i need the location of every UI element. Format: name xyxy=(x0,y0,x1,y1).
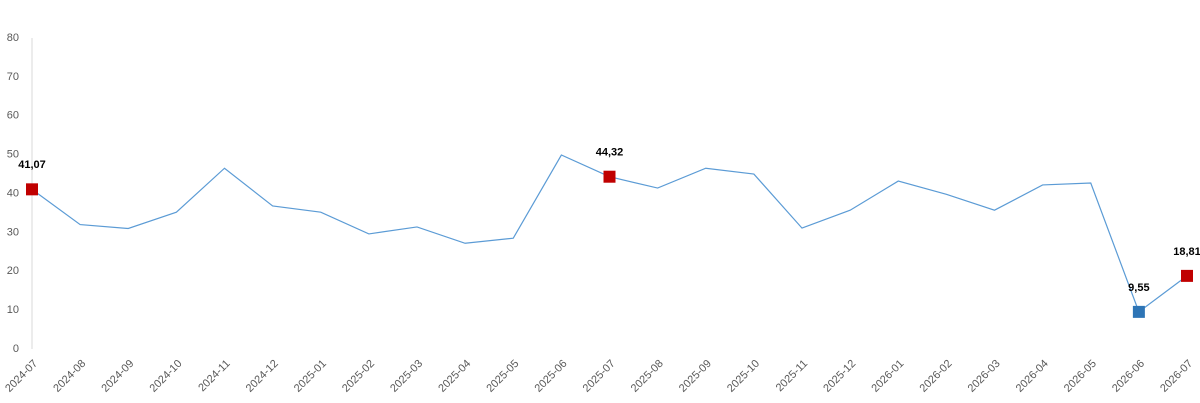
y-tick-label: 30 xyxy=(7,226,19,238)
x-tick-label: 2025-06 xyxy=(533,358,570,395)
x-tick-label: 2025-05 xyxy=(484,358,521,395)
x-tick-label: 2025-01 xyxy=(292,358,329,395)
y-tick-label: 70 xyxy=(7,71,19,83)
x-tick-label: 2024-09 xyxy=(99,358,136,395)
value-label: 44,32 xyxy=(596,147,624,159)
x-tick-label: 2026-02 xyxy=(918,358,955,395)
x-tick-label: 2025-07 xyxy=(581,358,618,395)
x-tick-label: 2026-07 xyxy=(1158,358,1195,395)
x-tick-label: 2024-11 xyxy=(196,358,232,394)
x-tick-label: 2026-04 xyxy=(1014,358,1051,395)
value-label: 18,81 xyxy=(1173,246,1200,258)
value-label: 41,07 xyxy=(18,159,46,171)
y-tick-label: 0 xyxy=(13,343,19,355)
y-tick-label: 10 xyxy=(7,304,19,316)
x-tick-label: 2025-09 xyxy=(677,358,714,395)
x-tick-label: 2025-12 xyxy=(821,358,858,395)
x-tick-label: 2025-08 xyxy=(629,358,666,395)
x-tick-label: 2025-10 xyxy=(725,358,762,395)
y-tick-label: 50 xyxy=(7,149,19,161)
x-tick-label: 2024-12 xyxy=(244,358,281,395)
x-tick-label: 2025-02 xyxy=(340,358,377,395)
value-label: 9,55 xyxy=(1128,282,1149,294)
point-marker xyxy=(26,183,38,196)
y-tick-label: 60 xyxy=(7,110,19,122)
x-tick-label: 2024-10 xyxy=(148,358,185,395)
x-tick-label: 2024-07 xyxy=(3,358,40,395)
x-tick-label: 2026-05 xyxy=(1062,358,1099,395)
point-marker xyxy=(1132,305,1145,318)
y-tick-label: 80 xyxy=(7,32,19,44)
point-marker xyxy=(603,170,616,183)
x-tick-label: 2026-03 xyxy=(966,358,1003,395)
x-tick-label: 2025-11 xyxy=(774,358,810,394)
x-tick-label: 2024-08 xyxy=(51,358,88,395)
point-marker xyxy=(1181,269,1193,282)
x-tick-label: 2026-01 xyxy=(869,358,906,395)
y-tick-label: 40 xyxy=(7,187,19,199)
x-tick-label: 2025-03 xyxy=(388,358,425,395)
x-tick-label: 2025-04 xyxy=(436,358,473,395)
x-tick-label: 2026-06 xyxy=(1110,358,1147,395)
y-tick-label: 20 xyxy=(7,265,19,277)
